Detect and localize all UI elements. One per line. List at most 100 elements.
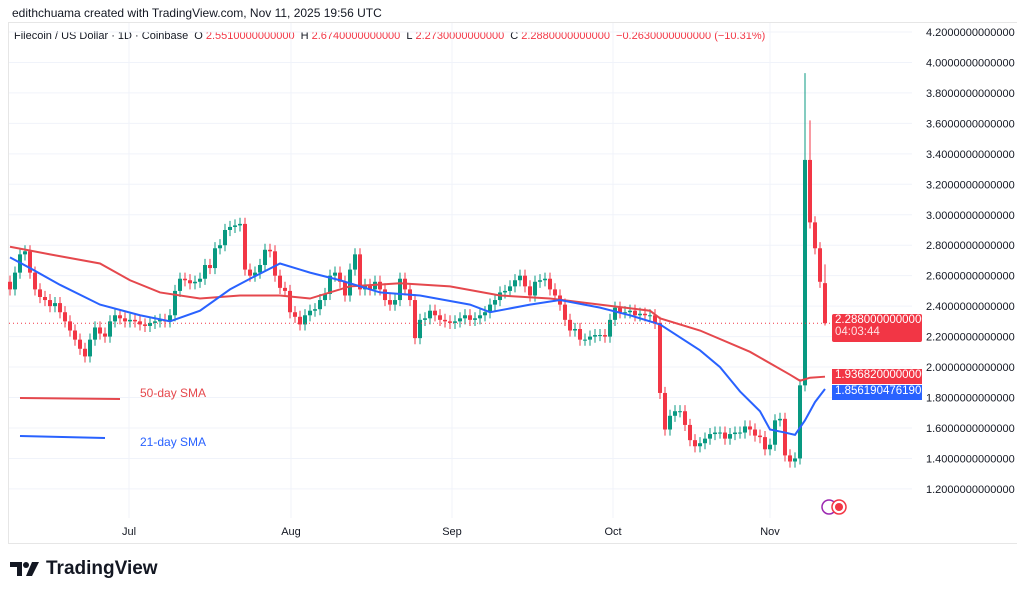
y-tick-label: 1.8000000000000 [926, 393, 1015, 405]
candle-body [433, 310, 437, 316]
y-tick-label: 3.8000000000000 [926, 88, 1015, 100]
candle-body [108, 321, 112, 337]
candle-body [273, 251, 277, 276]
candle-body [258, 265, 262, 273]
candle-body [593, 335, 597, 337]
candle-body [718, 432, 722, 434]
candle-body [138, 321, 142, 325]
candle-body [708, 434, 712, 439]
candle-body [98, 327, 102, 334]
candle-body [293, 312, 297, 317]
candle-body [353, 254, 357, 270]
candle-body [93, 327, 97, 340]
candle-body [678, 411, 682, 413]
candle-body [503, 290, 507, 293]
sma21-legend-line [19, 435, 106, 439]
candle-body [763, 437, 767, 450]
candle-body [193, 281, 197, 284]
candle-body [568, 319, 572, 331]
candle-body [683, 411, 687, 425]
candle-body [713, 432, 717, 435]
candle-body [418, 319, 422, 339]
candle-body [263, 249, 267, 266]
candle-body [233, 225, 237, 227]
candle-body [288, 290, 292, 313]
candle-body [613, 307, 617, 320]
change-value: −0.2630000000000 (−10.31%) [616, 30, 766, 42]
candle-body [518, 275, 522, 281]
candle-body [68, 321, 72, 331]
candle-body [653, 315, 657, 323]
candle-body [43, 297, 47, 301]
candle-body [113, 315, 117, 322]
candle-body [188, 280, 192, 284]
candle-body [588, 336, 592, 340]
candle-body [378, 281, 382, 290]
candle-body [538, 280, 542, 282]
candle-body [283, 287, 287, 291]
candle-body [693, 440, 697, 447]
candle-body [723, 432, 727, 439]
candle-body [438, 315, 442, 320]
candle-body [698, 443, 702, 447]
candle-body [578, 328, 582, 340]
candle-body [758, 435, 762, 438]
candle-body [198, 278, 202, 282]
candle-body [443, 319, 447, 322]
y-tick-label: 4.0000000000000 [926, 57, 1015, 69]
candle-body [78, 339, 82, 349]
candle-body [118, 315, 122, 319]
open-value: 2.5510000000000 [205, 30, 295, 42]
candle-body [523, 275, 527, 287]
candle-body [553, 289, 557, 296]
candle-body [393, 300, 397, 305]
high-value: 2.6740000000000 [311, 30, 401, 42]
candle-body [783, 418, 787, 456]
x-tick-label: Aug [281, 526, 301, 538]
candle-body [123, 318, 127, 322]
brand-name: TradingView [46, 558, 158, 579]
candle-body [748, 426, 752, 430]
tradingview-logo[interactable]: TradingView [10, 558, 158, 580]
y-tick-label: 3.2000000000000 [926, 179, 1015, 191]
candle-body [148, 322, 152, 326]
candle-body [488, 304, 492, 313]
x-tick-label: Sep [442, 526, 462, 538]
y-tick-label: 2.2000000000000 [926, 332, 1015, 344]
candle-body [398, 278, 402, 301]
candle-body [673, 411, 677, 416]
candle-body [793, 458, 797, 462]
candle-body [13, 272, 17, 290]
candle-body [308, 310, 312, 316]
candle-body [603, 335, 607, 337]
candle-body [83, 348, 87, 357]
y-tick-label: 1.2000000000000 [926, 484, 1015, 496]
candle-body [228, 226, 232, 230]
candle-body [388, 300, 392, 305]
candle-body [563, 304, 567, 320]
candle-body [818, 248, 822, 282]
y-tick-label: 2.0000000000000 [926, 362, 1015, 374]
candle-body [628, 310, 632, 313]
y-tick-label: 2.8000000000000 [926, 240, 1015, 252]
y-tick-label: 4.2000000000000 [926, 27, 1015, 39]
candle-body [48, 300, 52, 307]
candle-body [803, 159, 807, 386]
candle-body [58, 303, 62, 313]
sma50-line [9, 245, 826, 382]
y-tick-label: 2.4000000000000 [926, 301, 1015, 313]
candle-body [463, 315, 467, 319]
y-tick-label: 1.4000000000000 [926, 453, 1015, 465]
candle-body [428, 310, 432, 319]
candle-body [453, 321, 457, 323]
candle-body [473, 318, 477, 320]
tradingview-logo-icon [10, 562, 39, 576]
candle-body [313, 309, 317, 311]
candle-body [268, 249, 272, 252]
candle-body [143, 324, 147, 326]
candle-body [243, 223, 247, 270]
candle-body [23, 251, 27, 255]
close-label: C [510, 30, 519, 42]
candle-body [298, 316, 302, 325]
